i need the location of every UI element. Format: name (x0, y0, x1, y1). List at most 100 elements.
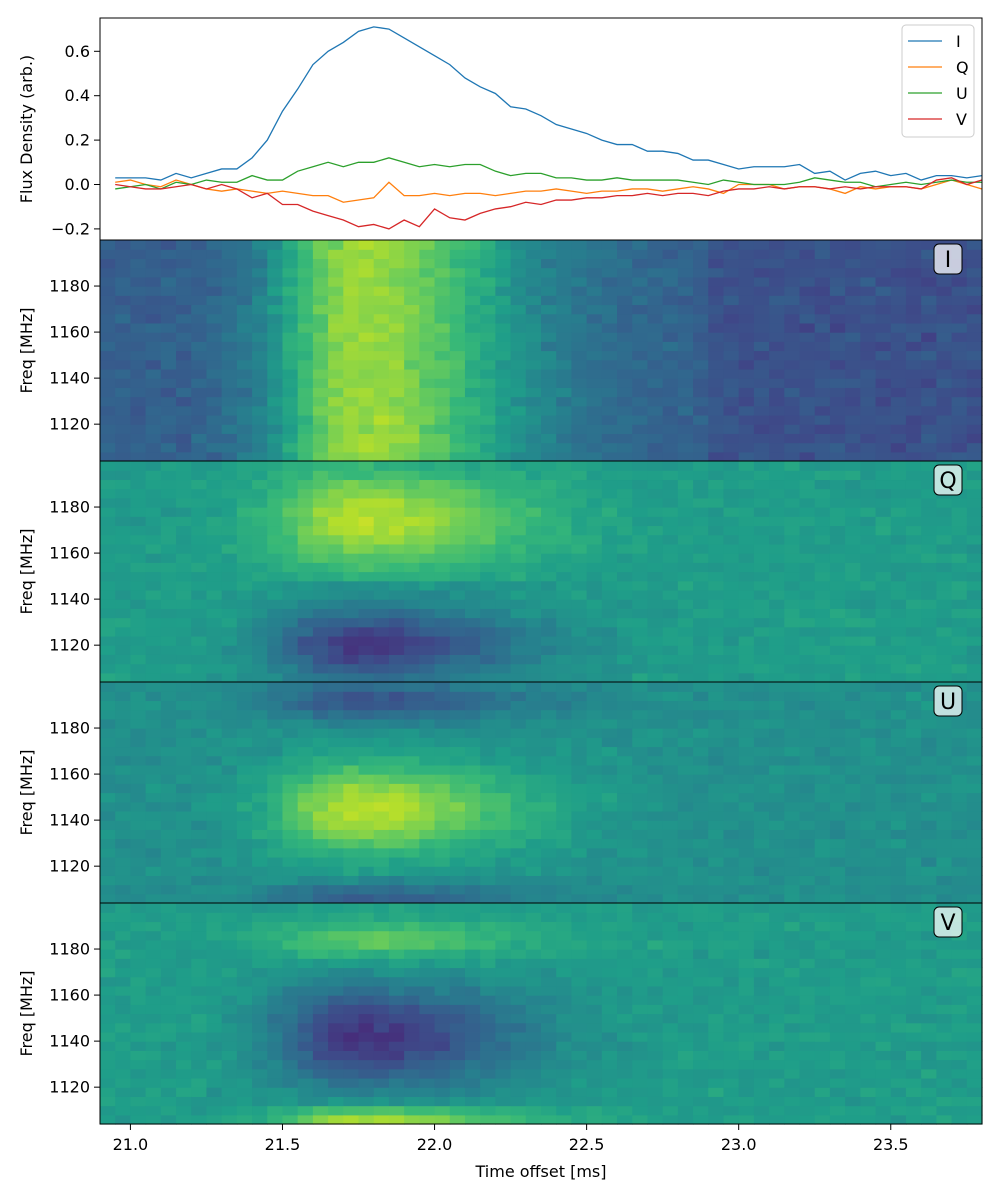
heatmap-cell (662, 820, 679, 830)
heatmap-cell (282, 1022, 299, 1033)
heatmap-cell (130, 341, 147, 352)
heatmap-cell (905, 368, 922, 379)
heatmap-cell (662, 543, 679, 554)
heatmap-cell (221, 322, 238, 333)
heatmap-cell (662, 599, 679, 609)
heatmap-cell (495, 728, 512, 738)
heatmap-cell (404, 507, 420, 517)
heatmap-cell (936, 580, 953, 591)
heatmap-cell (632, 691, 649, 702)
heatmap-cell (632, 709, 649, 720)
heatmap-cell (100, 368, 116, 379)
heatmap-cell (388, 1077, 405, 1088)
heatmap-cell (404, 1087, 420, 1097)
heatmap-cell (784, 359, 801, 370)
heatmap-cell (236, 571, 253, 582)
heatmap-cell (586, 847, 603, 858)
heatmap-cell (236, 801, 253, 812)
heatmap-cell (449, 866, 466, 876)
heatmap-cell (297, 663, 314, 674)
heatmap-cell (510, 1114, 527, 1125)
heatmap-cell (312, 276, 329, 287)
heatmap-cell (282, 276, 299, 287)
heatmap-cell (358, 949, 375, 959)
heatmap-cell (738, 461, 755, 471)
heatmap-cell (586, 589, 603, 600)
heatmap-cell (434, 479, 451, 490)
heatmap-cell (951, 728, 968, 738)
heatmap-cell (556, 967, 573, 978)
heatmap-cell (921, 682, 937, 692)
heatmap-cell (160, 829, 177, 840)
heatmap-cell (176, 995, 192, 1005)
heatmap-cell (343, 359, 360, 370)
heatmap-cell (388, 553, 405, 563)
heatmap-cell (586, 746, 603, 757)
heatmap-cell (723, 728, 740, 738)
heatmap-cell (221, 903, 238, 913)
heatmap-cell (784, 553, 801, 563)
heatmap-cell (252, 663, 268, 674)
heatmap-cell (297, 967, 314, 978)
heatmap-cell (449, 258, 466, 269)
heatmap-cell (890, 461, 907, 471)
heatmap-cell (814, 875, 831, 886)
heatmap-cell (464, 304, 481, 315)
heatmap-cell (875, 497, 892, 508)
heatmap-cell (769, 718, 785, 729)
heatmap-cell (571, 829, 588, 840)
heatmap-cell (343, 304, 360, 315)
heatmap-cell (890, 672, 907, 683)
heatmap-cell (571, 304, 588, 315)
heatmap-cell (388, 580, 405, 591)
heatmap-cell (115, 479, 132, 490)
heatmap-cell (814, 405, 831, 416)
heatmap-cell (160, 387, 177, 398)
heatmap-cell (297, 599, 314, 609)
heatmap-cell (936, 295, 953, 306)
heatmap-cell (130, 507, 147, 517)
heatmap-cell (267, 359, 284, 370)
heatmap-cell (388, 1004, 405, 1015)
heatmap-cell (145, 801, 162, 812)
heatmap-cell (312, 295, 329, 306)
heatmap-cell (525, 599, 542, 609)
heatmap-cell (419, 976, 436, 987)
heatmap-cell (601, 488, 618, 499)
heatmap-cell (115, 433, 132, 444)
heatmap-cell (951, 295, 968, 306)
heatmap-cell (191, 562, 208, 573)
heatmap-cell (328, 359, 344, 370)
heatmap-cell (936, 516, 953, 527)
heatmap-cell (586, 350, 603, 361)
heatmap-cell (495, 497, 512, 508)
heatmap-cell (556, 451, 573, 462)
heatmap-cell (404, 663, 420, 674)
heatmap-cell (738, 249, 755, 260)
heatmap-cell (115, 847, 132, 858)
heatmap-cell (358, 240, 375, 250)
heatmap-cell (328, 1087, 344, 1097)
heatmap-cell (373, 240, 390, 250)
heatmap-cell (191, 368, 208, 379)
heatmap-cell (328, 240, 344, 250)
heatmap-cell (282, 617, 299, 628)
heatmap-cell (145, 249, 162, 260)
heatmap-cell (647, 682, 664, 692)
heatmap-cell (145, 589, 162, 600)
heatmap-cell (677, 433, 694, 444)
heatmap-cell (267, 921, 284, 932)
heatmap-cell (541, 1105, 557, 1116)
heatmap-cell (358, 884, 375, 895)
heatmap-cell (890, 378, 907, 388)
heatmap-cell (206, 691, 223, 702)
heatmap-cell (282, 820, 299, 830)
heatmap-cell (221, 682, 238, 692)
heatmap-cell (541, 1077, 557, 1088)
heatmap-cell (541, 829, 557, 840)
heatmap-cell (677, 746, 694, 757)
heatmap-cell (343, 912, 360, 923)
heatmap-cell (160, 810, 177, 821)
heatmap-cell (221, 1096, 238, 1107)
heatmap-cell (480, 875, 496, 886)
